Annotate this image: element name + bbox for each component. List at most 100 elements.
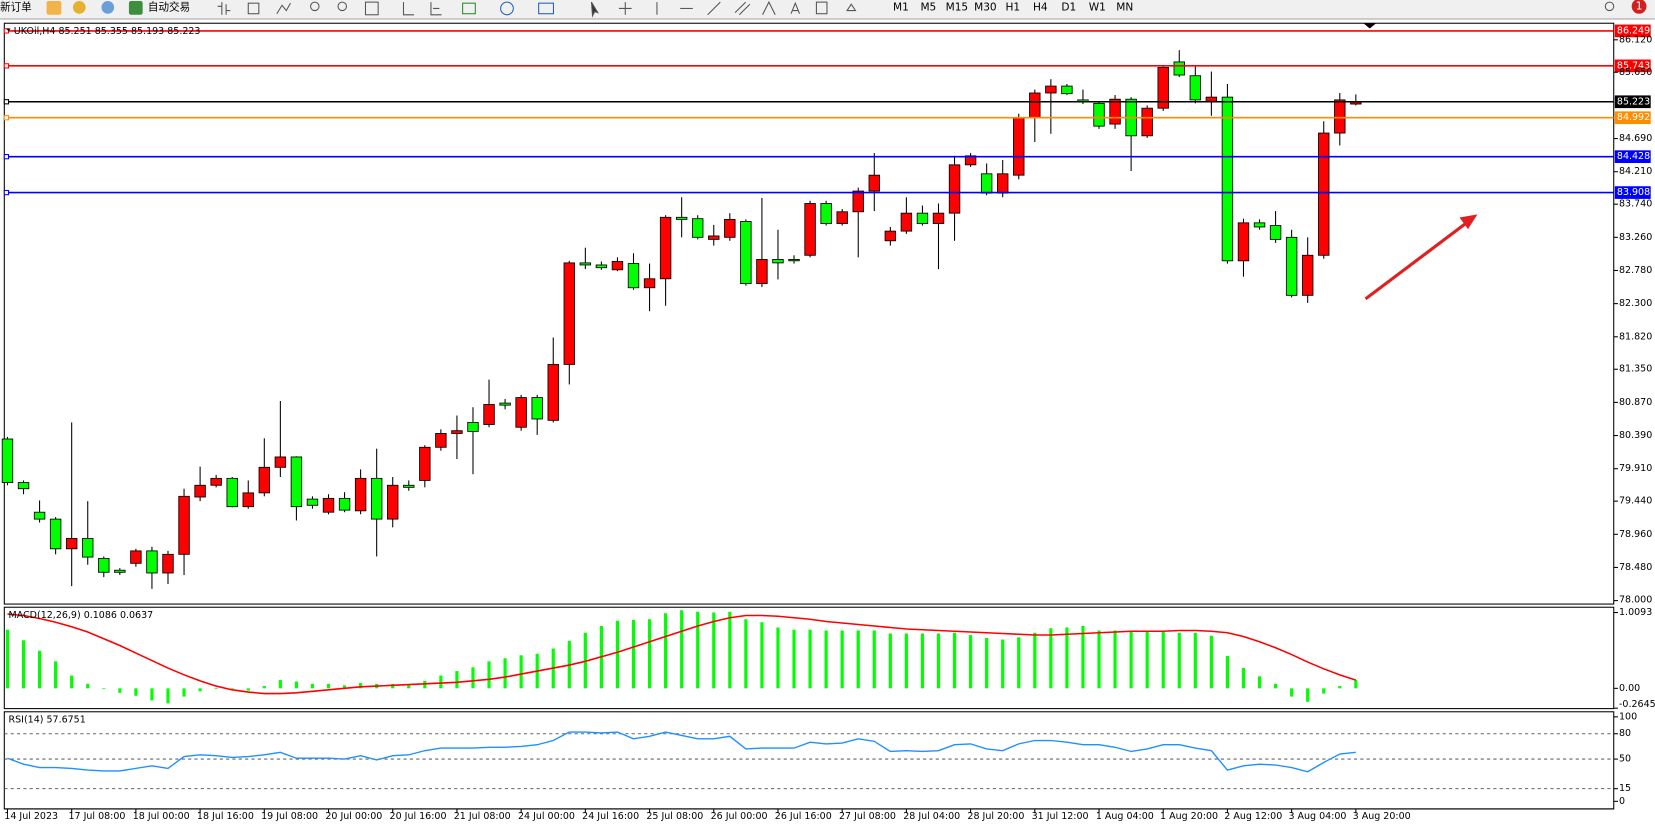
- macd-bar: [1145, 630, 1149, 689]
- macd-bar: [1209, 635, 1213, 689]
- x-tick-label: 21 Jul 08:00: [454, 811, 511, 822]
- candle-body: [804, 203, 816, 256]
- macd-bar: [262, 686, 266, 689]
- macd-bar: [647, 619, 652, 689]
- candle-body: [659, 216, 672, 280]
- candle-body: [692, 218, 704, 238]
- icon[interactable]: [734, 1, 751, 16]
- macd-bar: [1225, 656, 1230, 689]
- y-tick-label: 78.480: [1619, 562, 1652, 573]
- macd-bar: [1081, 626, 1085, 689]
- macd-bar: [455, 671, 459, 689]
- candle-body: [146, 550, 158, 574]
- candle-body: [1173, 61, 1185, 76]
- icon[interactable]: [364, 1, 379, 16]
- icon[interactable]: [590, 1, 599, 18]
- candle-body: [740, 221, 752, 285]
- candle-body: [290, 456, 303, 508]
- macd-bar: [969, 635, 973, 689]
- macd-bar: [631, 619, 636, 689]
- icon[interactable]: [538, 2, 554, 15]
- macd-bar: [824, 630, 828, 689]
- x-tick-label: 1 Aug 04:00: [1096, 811, 1154, 822]
- icon[interactable]: [337, 1, 347, 12]
- icon[interactable]: [46, 1, 62, 15]
- candle-body: [675, 216, 688, 220]
- timeframe-button[interactable]: M1: [893, 1, 909, 13]
- icon[interactable]: [72, 1, 86, 14]
- icon[interactable]: [846, 3, 857, 12]
- timeframe-button[interactable]: H1: [1006, 1, 1021, 13]
- macd-bar: [150, 688, 154, 701]
- candle-body: [1029, 92, 1041, 119]
- x-tick-label: 26 Jul 16:00: [775, 811, 832, 822]
- level-handle: [3, 99, 10, 105]
- timeframe-button[interactable]: MN: [1116, 1, 1133, 13]
- candle-body: [1318, 132, 1330, 256]
- timeframe-button[interactable]: M5: [920, 1, 936, 13]
- macd-bar: [696, 611, 700, 689]
- timeframe-button[interactable]: W1: [1089, 1, 1106, 13]
- candle-body: [370, 477, 383, 520]
- y-tick-label: 78.960: [1619, 529, 1652, 540]
- candle-body: [836, 211, 848, 224]
- timeframe-button[interactable]: H4: [1033, 1, 1048, 13]
- icon[interactable]: [276, 2, 291, 15]
- candle-body: [611, 261, 624, 271]
- macd-bar: [21, 640, 26, 689]
- macd-bar: [487, 661, 491, 689]
- y-tick-label: 85.650: [1619, 67, 1652, 78]
- candle-body: [980, 173, 993, 194]
- search-icon[interactable]: [1604, 1, 1615, 12]
- icon[interactable]: [247, 2, 260, 15]
- level-handle: [3, 189, 10, 196]
- candle-body: [1157, 67, 1169, 109]
- rsi-line: [7, 731, 1356, 773]
- icon[interactable]: [618, 2, 632, 15]
- candle-body: [724, 218, 736, 238]
- candle-body: [932, 212, 945, 224]
- icon[interactable]: [462, 2, 476, 15]
- alerts-badge[interactable]: [1631, 0, 1647, 14]
- level-label: 84.428: [1617, 151, 1650, 162]
- timeframe-button[interactable]: D1: [1061, 1, 1076, 13]
- icon[interactable]: [500, 1, 514, 16]
- timeframe-button[interactable]: M15: [946, 1, 969, 13]
- macd-bar: [118, 688, 122, 693]
- y-tick-label: 80.870: [1619, 397, 1652, 408]
- candle-body: [852, 190, 864, 213]
- level-label-bg: [1614, 111, 1651, 125]
- arrow-head: [1459, 214, 1478, 230]
- auto-trading-icon[interactable]: [128, 1, 143, 15]
- candle-body: [1045, 85, 1057, 94]
- icon[interactable]: [217, 2, 231, 15]
- icon[interactable]: [310, 1, 320, 12]
- macd-bar: [615, 620, 620, 689]
- candle-body: [1061, 85, 1073, 95]
- auto-trading-button[interactable]: 自动交易: [148, 0, 190, 13]
- macd-bar: [1257, 676, 1262, 689]
- timeframe-button[interactable]: M30: [974, 1, 997, 13]
- candle-body: [1109, 98, 1121, 125]
- candle-body: [387, 484, 399, 520]
- icon[interactable]: [101, 1, 115, 14]
- icon[interactable]: [430, 2, 442, 16]
- candle-body: [627, 263, 640, 289]
- candle-body: [788, 259, 800, 262]
- icon[interactable]: [762, 0, 776, 16]
- new-order-button[interactable]: 新订单: [0, 0, 32, 13]
- macd-bar: [1097, 630, 1101, 689]
- macd-bar: [1065, 627, 1069, 689]
- x-tick-label: 3 Aug 04:00: [1288, 811, 1346, 822]
- candle-body: [820, 203, 832, 224]
- macd-bar: [37, 650, 42, 689]
- icon[interactable]: [790, 1, 801, 14]
- icon[interactable]: [815, 1, 828, 15]
- candle-body: [1, 438, 14, 483]
- icon[interactable]: [402, 2, 415, 16]
- macd-bar: [439, 675, 443, 689]
- candle-body: [274, 456, 287, 468]
- macd-bar: [664, 613, 668, 689]
- icon[interactable]: [707, 1, 721, 16]
